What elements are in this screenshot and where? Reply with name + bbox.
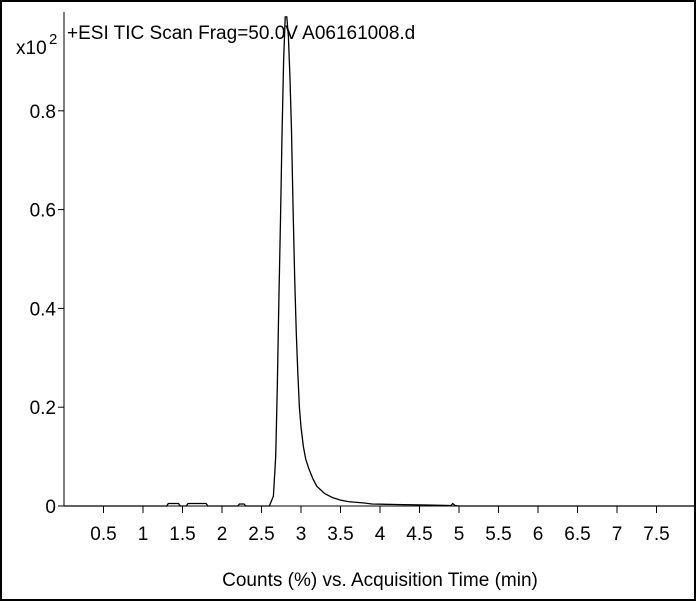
y-tick-label: 0.6 bbox=[30, 201, 56, 222]
x-tick-label: 2.5 bbox=[248, 524, 274, 545]
x-tick-label: 0.5 bbox=[90, 524, 116, 545]
x-tick-label: 5 bbox=[454, 524, 465, 545]
x-tick-label: 7.5 bbox=[643, 524, 669, 545]
x-tick-label: 1.5 bbox=[169, 524, 195, 545]
x-axis-ticks: 0.5 1 1.5 2 2.5 3 3.5 4 4.5 5 5.5 6 6.5 7 7.5 bbox=[90, 506, 670, 545]
y-scale-label: x10 bbox=[16, 38, 47, 59]
x-tick-label: 1 bbox=[138, 524, 149, 545]
y-tick-label: 0 bbox=[45, 497, 56, 518]
x-axis-label: Counts (%) vs. Acquisition Time (min) bbox=[222, 570, 538, 591]
x-tick-label: 4 bbox=[375, 524, 386, 545]
x-tick-label: 5.5 bbox=[485, 524, 511, 545]
y-scale-exponent: 2 bbox=[49, 31, 57, 48]
x-tick-label: 6 bbox=[533, 524, 544, 545]
y-tick-label: 0.8 bbox=[30, 102, 56, 123]
tic-trace-line bbox=[64, 16, 696, 507]
plot-area: 0.5 1 1.5 2 2.5 3 3.5 4 4.5 5 5.5 6 6.5 7 7.5 00.20.40… bbox=[30, 12, 696, 545]
x-tick-label: 6.5 bbox=[564, 524, 590, 545]
x-tick-label: 3.5 bbox=[327, 524, 353, 545]
x-tick-label: 3 bbox=[296, 524, 307, 545]
chart-title: +ESI TIC Scan Frag=50.0V A06161008.d bbox=[67, 23, 415, 44]
y-tick-label: 0.4 bbox=[30, 299, 57, 320]
x-tick-label: 7 bbox=[612, 524, 623, 545]
x-tick-label: 2 bbox=[217, 524, 228, 545]
x-tick-label: 4.5 bbox=[406, 524, 432, 545]
y-axis-ticks: 0 0.2 0.4 0.6 0.8 bbox=[30, 102, 64, 518]
y-tick-label: 0.2 bbox=[30, 398, 56, 419]
